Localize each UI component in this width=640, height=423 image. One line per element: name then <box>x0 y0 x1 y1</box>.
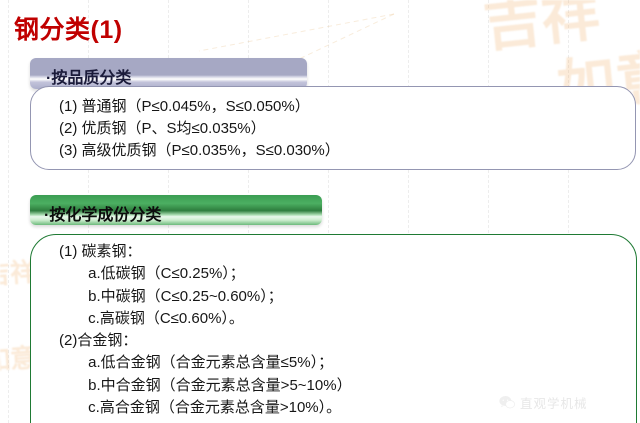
svg-text:吉祥: 吉祥 <box>481 0 603 59</box>
